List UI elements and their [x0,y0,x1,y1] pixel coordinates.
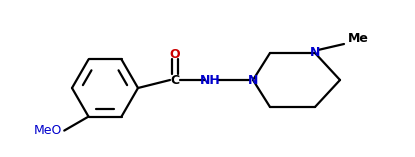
Text: Me: Me [348,32,369,44]
Text: MeO: MeO [34,124,62,137]
Text: N: N [248,73,258,87]
Text: C: C [171,73,180,87]
Text: NH: NH [200,73,220,87]
Text: O: O [170,48,180,60]
Text: N: N [310,46,320,60]
